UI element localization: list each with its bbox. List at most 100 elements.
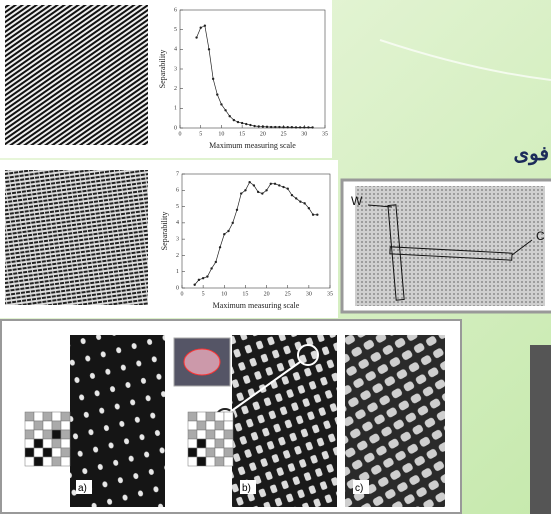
weave-cell: [61, 448, 70, 457]
weave-cell: [34, 412, 43, 421]
weave-cell: [61, 457, 70, 466]
point: [299, 126, 301, 128]
point: [202, 277, 204, 279]
weave-cell: [61, 430, 70, 439]
point: [312, 214, 314, 216]
point: [241, 122, 243, 124]
heading: فوی: [513, 143, 549, 166]
weave-cell: [197, 421, 206, 430]
weave-cell: [25, 430, 34, 439]
point: [249, 124, 251, 126]
weave-cell: [34, 439, 43, 448]
x-axis-label: Maximum measuring scale: [213, 301, 300, 310]
weave-cell: [34, 457, 43, 466]
point: [212, 78, 214, 80]
point: [270, 183, 272, 185]
weave-cell: [188, 430, 197, 439]
point: [208, 48, 210, 50]
y-tick-label: 6: [176, 188, 179, 194]
point: [227, 230, 229, 232]
point: [265, 189, 267, 191]
weave-cell: [224, 439, 233, 448]
weave-cell: [25, 421, 34, 430]
point: [204, 25, 206, 27]
weave-cell: [206, 439, 215, 448]
point: [287, 126, 289, 128]
weave-cell: [206, 448, 215, 457]
point: [248, 181, 250, 183]
point: [253, 125, 255, 127]
point: [232, 222, 234, 224]
point: [266, 126, 268, 128]
weave-cell: [61, 439, 70, 448]
point: [311, 126, 313, 128]
point: [308, 207, 310, 209]
y-tick-label: 4: [174, 47, 177, 53]
y-tick-label: 1: [174, 106, 177, 112]
point: [282, 186, 284, 188]
weave-cell: [224, 421, 233, 430]
x-tick-label: 20: [264, 291, 270, 297]
point: [200, 27, 202, 29]
point: [274, 183, 276, 185]
y-tick-label: 6: [174, 7, 177, 13]
y-axis-label: Separability: [158, 50, 167, 89]
weave-cell: [52, 421, 61, 430]
x-tick-label: 20: [260, 131, 266, 137]
x-tick-label: 5: [199, 131, 202, 137]
weave-cell: [34, 448, 43, 457]
weave-cell: [197, 457, 206, 466]
x-tick-label: 25: [285, 291, 291, 297]
weave-cell: [224, 448, 233, 457]
weave-cell: [215, 412, 224, 421]
x-tick-label: 5: [202, 291, 205, 297]
x-tick-label: 15: [239, 131, 245, 137]
point: [316, 214, 318, 216]
weave-cell: [188, 457, 197, 466]
weave-cell: [34, 421, 43, 430]
point: [258, 125, 260, 127]
weave-cell: [197, 439, 206, 448]
weave-cell: [61, 412, 70, 421]
weave-cell: [215, 448, 224, 457]
y-tick-label: 5: [176, 204, 179, 210]
point: [237, 121, 239, 123]
weave-cell: [188, 412, 197, 421]
y-tick-label: 2: [174, 86, 177, 92]
weave-cell: [197, 430, 206, 439]
fabric-image: [5, 170, 148, 305]
weave-cell: [52, 430, 61, 439]
weave-cell: [215, 430, 224, 439]
weave-cell: [25, 439, 34, 448]
weave-cell: [188, 448, 197, 457]
panel-label: c): [355, 483, 363, 494]
point: [291, 126, 293, 128]
weave-cell: [61, 421, 70, 430]
weave-diagram: [188, 412, 233, 466]
weave-cell: [215, 421, 224, 430]
point: [295, 197, 297, 199]
y-tick-label: 5: [174, 27, 177, 33]
y-tick-label: 4: [176, 220, 179, 226]
weave-cell: [206, 412, 215, 421]
weave-cell: [188, 439, 197, 448]
point: [236, 209, 238, 211]
point: [198, 279, 200, 281]
weave-cell: [52, 439, 61, 448]
weave-cell: [52, 412, 61, 421]
weave-cell: [197, 448, 206, 457]
x-tick-label: 0: [181, 291, 184, 297]
y-tick-label: 3: [174, 66, 177, 72]
weave-cell: [206, 421, 215, 430]
x-tick-label: 30: [306, 291, 312, 297]
x-tick-label: 30: [301, 131, 307, 137]
point: [220, 103, 222, 105]
point: [219, 246, 221, 248]
weave-cell: [215, 439, 224, 448]
page: فوی W C a) b) c) 012345605101520253035Ma…: [0, 0, 551, 514]
point: [270, 126, 272, 128]
point: [245, 123, 247, 125]
weave-cell: [43, 430, 52, 439]
point: [278, 184, 280, 186]
weave-cell: [43, 439, 52, 448]
